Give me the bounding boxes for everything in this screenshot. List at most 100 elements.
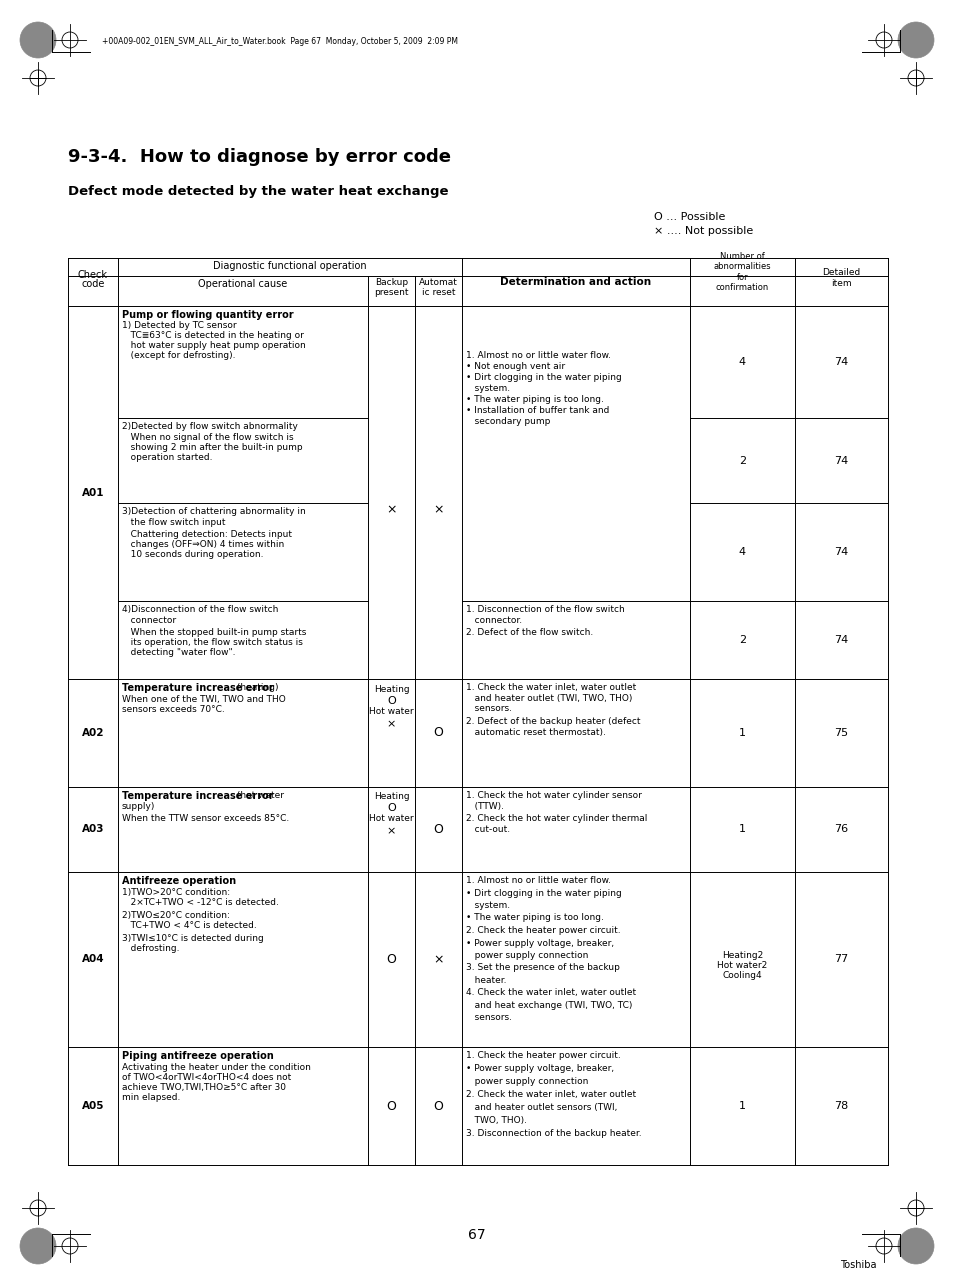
Text: O ... Possible: O ... Possible <box>654 212 724 222</box>
Text: Toshiba: Toshiba <box>840 1260 876 1271</box>
Text: × .... Not possible: × .... Not possible <box>654 226 753 237</box>
Text: its operation, the flow switch status is: its operation, the flow switch status is <box>122 638 302 647</box>
Text: Backup
present: Backup present <box>374 278 408 297</box>
Text: 3)Detection of chattering abnormality in: 3)Detection of chattering abnormality in <box>122 507 305 516</box>
Text: 74: 74 <box>834 455 848 466</box>
Text: TWO, THO).: TWO, THO). <box>465 1116 526 1125</box>
Text: Antifreeze operation: Antifreeze operation <box>122 876 236 886</box>
Text: 2: 2 <box>739 455 745 466</box>
Text: sensors.: sensors. <box>465 703 512 712</box>
Text: Number of
abnormalities
for
confirmation: Number of abnormalities for confirmation <box>713 252 771 292</box>
Text: Detailed
item: Detailed item <box>821 269 860 288</box>
Text: 74: 74 <box>834 635 848 646</box>
Text: Cooling4: Cooling4 <box>722 971 761 980</box>
Text: 1. Check the water inlet, water outlet: 1. Check the water inlet, water outlet <box>465 683 636 692</box>
Text: 1) Detected by TC sensor: 1) Detected by TC sensor <box>122 322 236 331</box>
Text: detecting "water flow".: detecting "water flow". <box>122 648 235 657</box>
Text: operation started.: operation started. <box>122 453 213 462</box>
Text: When one of the TWI, TWO and THO: When one of the TWI, TWO and THO <box>122 694 286 703</box>
Text: Check: Check <box>78 270 108 280</box>
Text: Operational cause: Operational cause <box>198 279 287 289</box>
Text: Temperature increase error: Temperature increase error <box>122 791 274 801</box>
Text: Piping antifreeze operation: Piping antifreeze operation <box>122 1051 274 1061</box>
Text: (heating): (heating) <box>233 683 278 692</box>
Text: ×: × <box>386 503 396 516</box>
Text: A01: A01 <box>82 487 104 498</box>
Text: ×: × <box>433 503 443 516</box>
Text: 10 seconds during operation.: 10 seconds during operation. <box>122 550 263 559</box>
Text: ×: × <box>386 719 395 729</box>
Text: 74: 74 <box>834 547 848 557</box>
Text: 2)TWO≤20°C condition:: 2)TWO≤20°C condition: <box>122 910 230 919</box>
Text: 4: 4 <box>739 547 745 557</box>
Text: 2. Check the hot water cylinder thermal: 2. Check the hot water cylinder thermal <box>465 814 647 823</box>
Text: 76: 76 <box>834 824 847 835</box>
Text: • Installation of buffer tank and: • Installation of buffer tank and <box>465 406 609 415</box>
Text: A03: A03 <box>82 824 104 835</box>
Text: 1: 1 <box>739 728 745 738</box>
Text: the flow switch input: the flow switch input <box>122 518 225 527</box>
Text: O: O <box>387 802 395 813</box>
Text: 1)TWO>20°C condition:: 1)TWO>20°C condition: <box>122 889 230 898</box>
Text: (TTW).: (TTW). <box>465 802 503 811</box>
Text: Diagnostic functional operation: Diagnostic functional operation <box>213 261 366 271</box>
Text: Automat
ic reset: Automat ic reset <box>418 278 457 297</box>
Text: connector.: connector. <box>465 616 521 625</box>
Text: heater.: heater. <box>465 976 506 985</box>
Text: Hot water: Hot water <box>369 814 414 823</box>
Text: When no signal of the flow switch is: When no signal of the flow switch is <box>122 433 294 442</box>
Text: • Not enough vent air: • Not enough vent air <box>465 361 564 370</box>
Text: 4)Disconnection of the flow switch: 4)Disconnection of the flow switch <box>122 604 278 613</box>
Text: O: O <box>433 823 443 836</box>
Text: 1. Check the hot water cylinder sensor: 1. Check the hot water cylinder sensor <box>465 791 641 800</box>
Text: ×: × <box>386 826 395 836</box>
Text: O: O <box>386 1100 396 1112</box>
Text: TC+TWO < 4°C is detected.: TC+TWO < 4°C is detected. <box>122 921 256 930</box>
Text: 67: 67 <box>468 1228 485 1242</box>
Text: changes (OFF⇒ON) 4 times within: changes (OFF⇒ON) 4 times within <box>122 540 284 549</box>
Text: 2)Detected by flow switch abnormality: 2)Detected by flow switch abnormality <box>122 422 297 431</box>
Text: ×: × <box>433 953 443 966</box>
Text: Determination and action: Determination and action <box>500 276 651 287</box>
Text: sensors.: sensors. <box>465 1013 512 1022</box>
Text: • The water piping is too long.: • The water piping is too long. <box>465 395 603 404</box>
Text: power supply connection: power supply connection <box>465 952 588 961</box>
Circle shape <box>897 1228 933 1264</box>
Text: Heating: Heating <box>374 792 409 801</box>
Text: and heater outlet sensors (TWI,: and heater outlet sensors (TWI, <box>465 1103 617 1112</box>
Text: Heating2: Heating2 <box>721 952 762 961</box>
Text: Hot water2: Hot water2 <box>717 962 767 971</box>
Text: A04: A04 <box>82 954 104 964</box>
Text: 4. Check the water inlet, water outlet: 4. Check the water inlet, water outlet <box>465 989 636 998</box>
Text: 74: 74 <box>834 358 848 367</box>
Text: O: O <box>387 696 395 706</box>
Text: +00A09-002_01EN_SVM_ALL_Air_to_Water.book  Page 67  Monday, October 5, 2009  2:0: +00A09-002_01EN_SVM_ALL_Air_to_Water.boo… <box>102 37 457 46</box>
Text: 3)TWI≤10°C is detected during: 3)TWI≤10°C is detected during <box>122 934 263 943</box>
Circle shape <box>20 1228 56 1264</box>
Text: 3. Disconnection of the backup heater.: 3. Disconnection of the backup heater. <box>465 1129 641 1138</box>
Text: Hot water: Hot water <box>369 707 414 716</box>
Text: connector: connector <box>122 616 176 625</box>
Text: • Power supply voltage, breaker,: • Power supply voltage, breaker, <box>465 1064 614 1073</box>
Text: and heater outlet (TWI, TWO, THO): and heater outlet (TWI, TWO, THO) <box>465 694 632 703</box>
Text: 1. Almost no or little water flow.: 1. Almost no or little water flow. <box>465 876 610 885</box>
Text: Pump or flowing quantity error: Pump or flowing quantity error <box>122 310 294 320</box>
Text: system.: system. <box>465 901 510 910</box>
Text: • Dirt clogging in the water piping: • Dirt clogging in the water piping <box>465 889 621 898</box>
Text: power supply connection: power supply connection <box>465 1076 588 1085</box>
Text: 3. Set the presence of the backup: 3. Set the presence of the backup <box>465 963 619 972</box>
Text: system.: system. <box>465 385 510 394</box>
Text: Defect mode detected by the water heat exchange: Defect mode detected by the water heat e… <box>68 185 448 198</box>
Text: TC≣63°C is detected in the heating or: TC≣63°C is detected in the heating or <box>122 331 304 340</box>
Text: 1. Check the heater power circuit.: 1. Check the heater power circuit. <box>465 1051 620 1060</box>
Text: Chattering detection: Detects input: Chattering detection: Detects input <box>122 530 292 539</box>
Text: 1. Disconnection of the flow switch: 1. Disconnection of the flow switch <box>465 604 624 613</box>
Circle shape <box>20 22 56 58</box>
Text: hot water supply heat pump operation: hot water supply heat pump operation <box>122 341 305 350</box>
Text: code: code <box>81 279 105 289</box>
Text: (hot water: (hot water <box>233 791 284 800</box>
Text: 77: 77 <box>834 954 848 964</box>
Text: of TWO<4orTWI<4orTHO<4 does not: of TWO<4orTWI<4orTHO<4 does not <box>122 1073 291 1082</box>
Text: 78: 78 <box>834 1101 848 1111</box>
Text: 2×TC+TWO < -12°C is detected.: 2×TC+TWO < -12°C is detected. <box>122 898 278 907</box>
